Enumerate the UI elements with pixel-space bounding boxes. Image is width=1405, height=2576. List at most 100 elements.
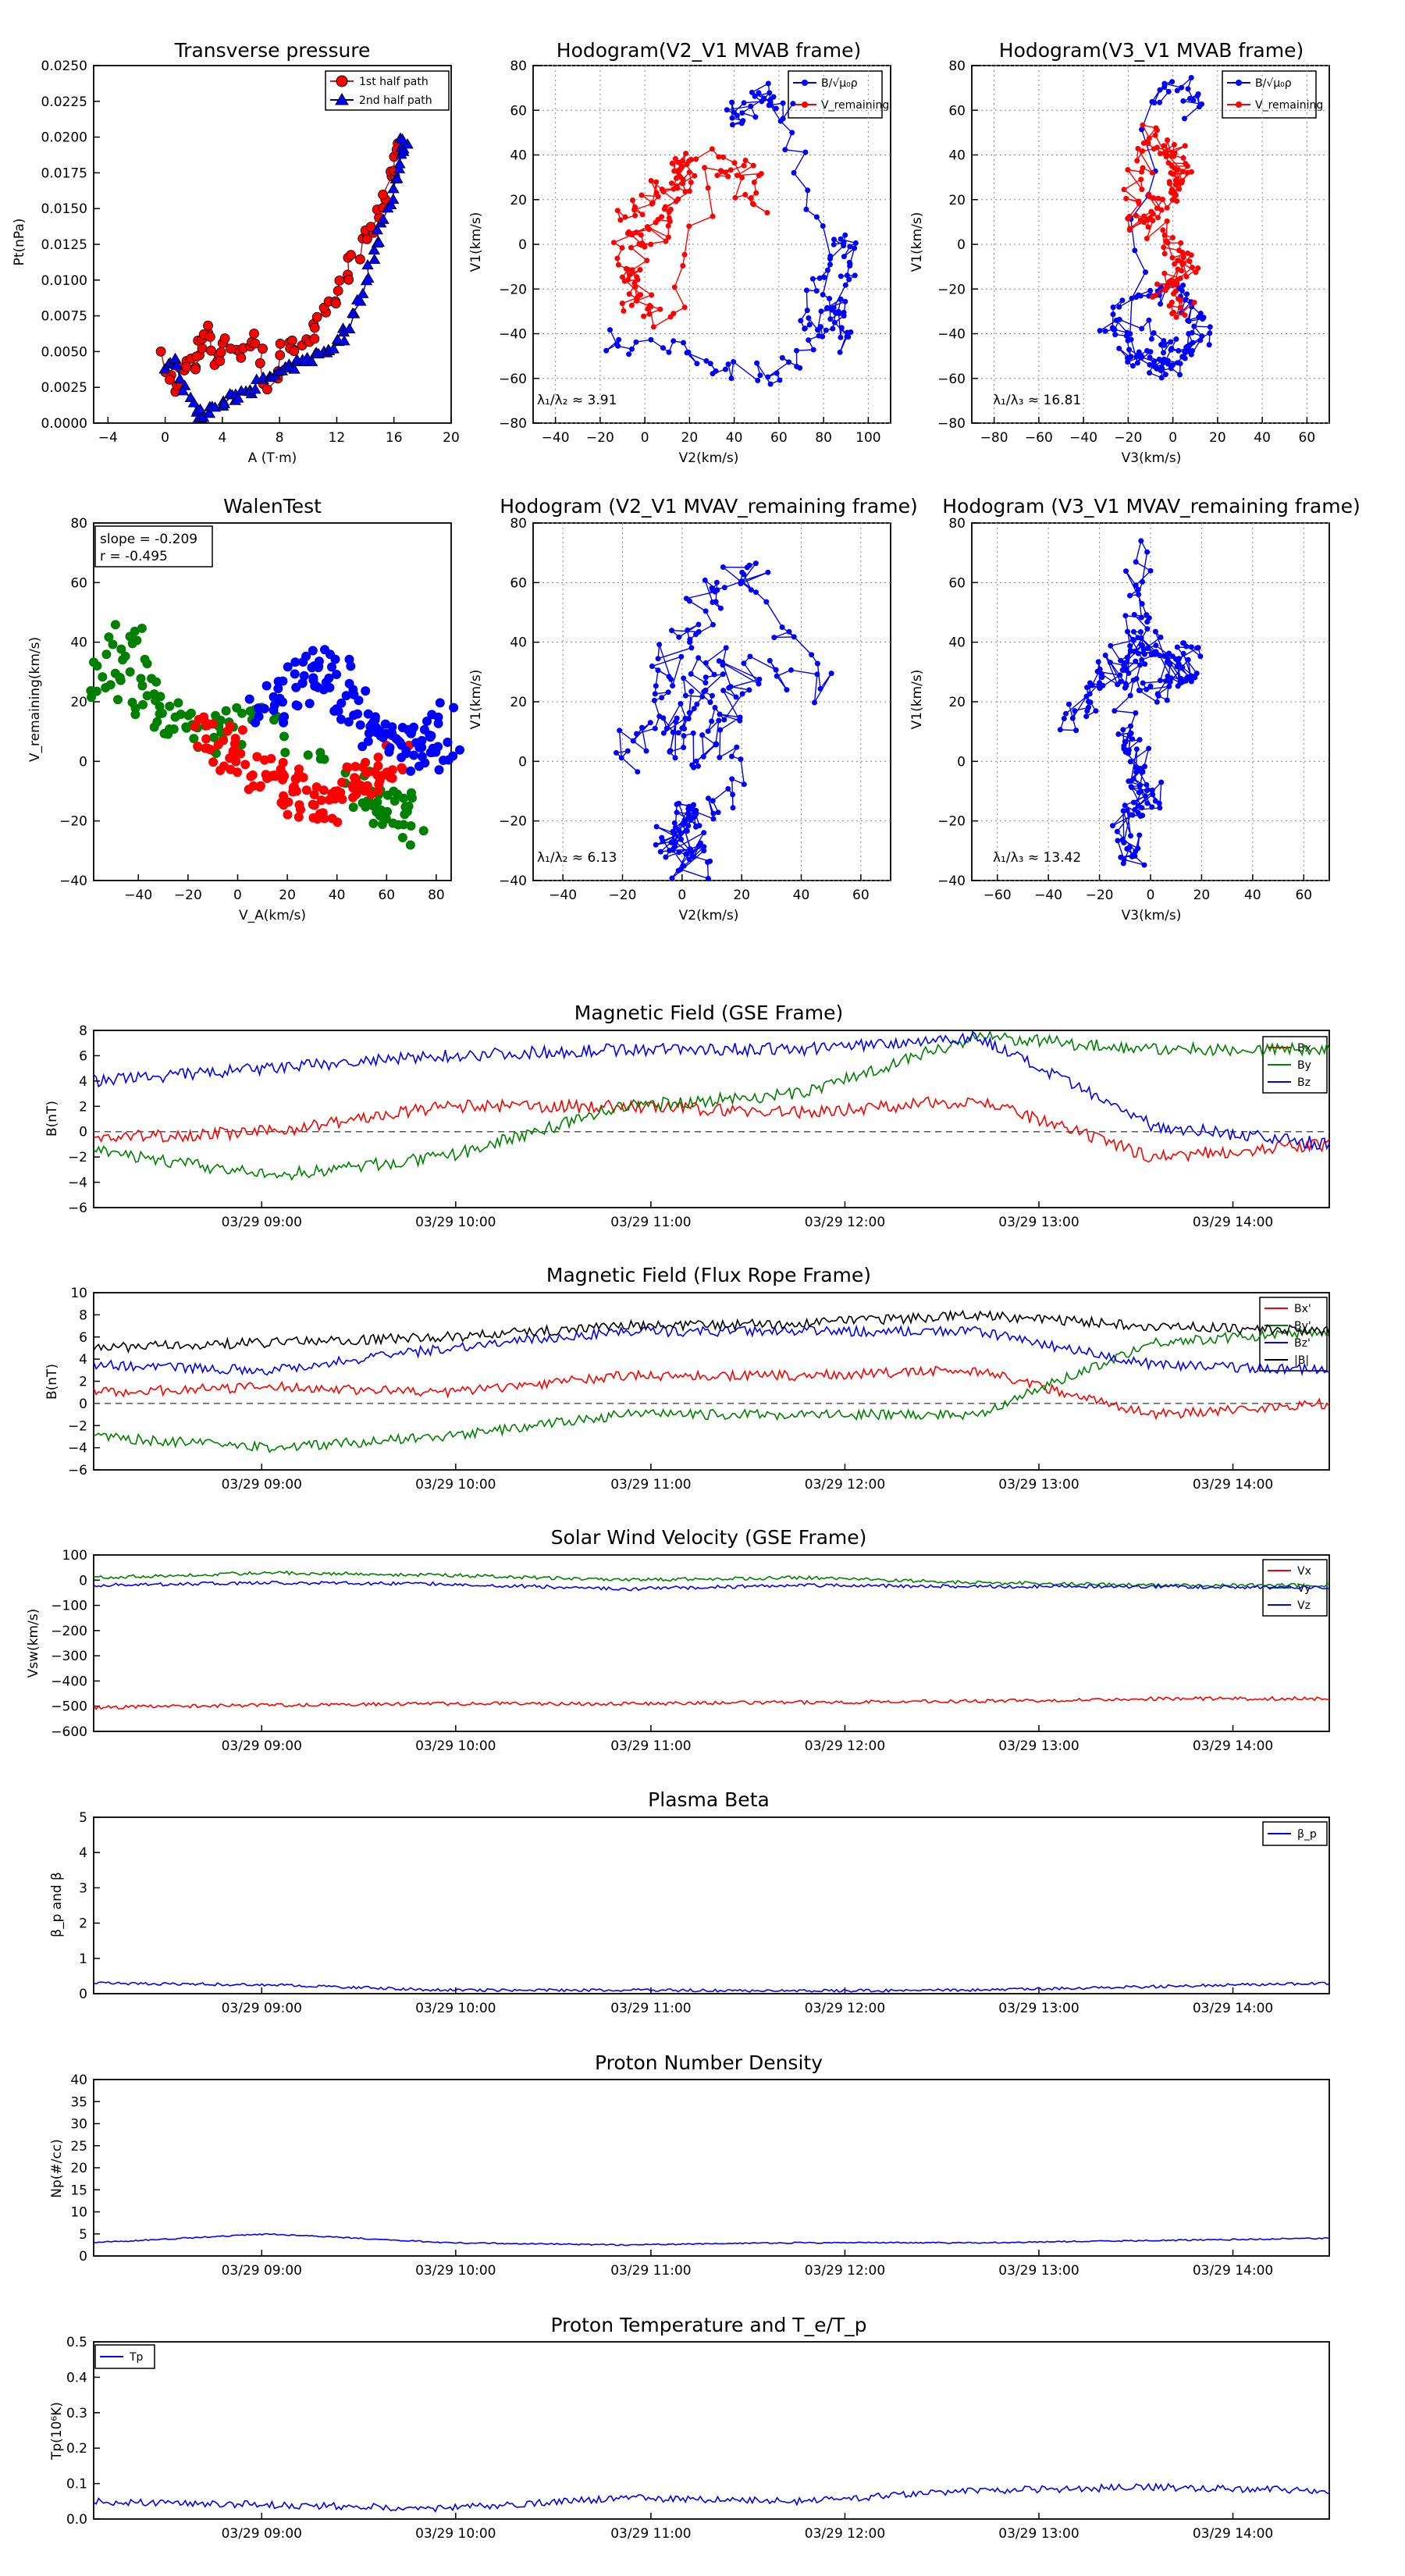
h3-series-1-point xyxy=(786,628,792,635)
mag-gse-legend-3: Bz xyxy=(1297,1076,1311,1089)
h3-series-1-point xyxy=(716,717,722,724)
h2-series-2-point xyxy=(1174,198,1180,205)
h3-series-1-point xyxy=(684,828,690,834)
h4-series-1-point xyxy=(1154,691,1161,697)
h3-ratio: λ₁/λ₂ ≈ 6.13 xyxy=(537,850,617,866)
h1-series-2-point xyxy=(617,217,624,223)
h2-xtick-label: 0 xyxy=(1168,430,1177,446)
h4-series-1-point xyxy=(1174,664,1180,670)
mag-gse-xtick-label: 03/29 10:00 xyxy=(415,1215,496,1230)
h4-series-1-point xyxy=(1110,823,1115,829)
walen-point-2 xyxy=(342,762,352,772)
h2-series-2-point xyxy=(1165,137,1170,143)
h1-xtick-label: 100 xyxy=(855,430,880,446)
h3-series-1-point xyxy=(670,683,676,688)
walen-point-3 xyxy=(269,705,279,715)
walen-point-3 xyxy=(357,742,368,752)
h3-series-1-point xyxy=(692,808,698,813)
h3-series-1-point xyxy=(715,809,721,816)
h3-series-1-point xyxy=(653,683,659,689)
pt-ytick-label: 0.0150 xyxy=(41,201,87,217)
h4-series-1-point xyxy=(1127,759,1133,765)
h1-series-1-point xyxy=(626,351,632,358)
h2-series-1-point xyxy=(1184,291,1190,297)
h2-ytick-label: 60 xyxy=(948,103,966,119)
h4-series-1-point xyxy=(1095,659,1101,665)
mag-gse-xtick-label: 03/29 09:00 xyxy=(222,1215,302,1230)
h2-series-2-point xyxy=(1155,195,1161,201)
h3-xtick-label: 40 xyxy=(793,888,810,903)
h4-series-1-point xyxy=(1138,635,1144,641)
pt-series-2-point xyxy=(396,133,409,144)
h3-series-1-point xyxy=(702,608,709,614)
h4-series-1-point xyxy=(1122,738,1128,745)
h3-xtick-label: −20 xyxy=(609,888,637,903)
pt-series-1-point xyxy=(275,338,286,349)
h4-series-1-point xyxy=(1144,646,1151,651)
h1-series-2-point xyxy=(669,180,674,187)
h1-xtick-label: −20 xyxy=(586,430,614,446)
h4-series-1-point xyxy=(1093,708,1099,714)
h3-series-1-point xyxy=(630,738,636,744)
h3-series-1-point xyxy=(705,728,711,735)
h4-ytick-label: 20 xyxy=(948,695,966,710)
h2-series-1-point xyxy=(1170,362,1176,368)
h3-series-1-point xyxy=(695,763,701,769)
h1-series xyxy=(603,80,859,387)
h1-xtick-label: −40 xyxy=(542,430,570,446)
h4-series-1-point xyxy=(1143,793,1148,799)
mag-fr-xtick-label: 03/29 12:00 xyxy=(805,1477,885,1493)
vsw-ylabel: Vsw(km/s) xyxy=(26,1609,41,1678)
h2-series-2-point xyxy=(1175,266,1181,272)
walen-point-2 xyxy=(350,773,360,783)
mag-gse-frame xyxy=(93,1030,1330,1208)
h2-series-1-point xyxy=(1200,315,1207,321)
h2-series-2-point xyxy=(1178,297,1184,304)
h3-series-1-point xyxy=(746,687,752,693)
pt-ylabel: Pt(nPa) xyxy=(12,219,27,266)
walen-point-1 xyxy=(92,661,102,671)
pt-series-1-point xyxy=(311,311,322,322)
pt-xtick-label: 12 xyxy=(329,430,346,446)
walen-point-3 xyxy=(417,742,427,753)
walen-point-2 xyxy=(229,738,240,749)
h1-series-1-point xyxy=(847,261,853,267)
h4-series-1-point xyxy=(1154,651,1160,657)
h2-series-1-point xyxy=(1194,93,1200,99)
pt-series-1-point xyxy=(254,358,265,368)
h2-series-2-point xyxy=(1162,151,1168,157)
walen-point-3 xyxy=(426,731,436,741)
h4-series-1-point xyxy=(1166,650,1172,656)
h2-series-1-point xyxy=(1151,359,1158,365)
h1-series-2-point xyxy=(649,200,656,206)
h1-series-2-point xyxy=(673,175,679,181)
pt-series-1-point xyxy=(250,338,261,349)
h4-series-1-point xyxy=(1167,661,1173,667)
walen-point-2 xyxy=(283,809,293,820)
h3-series-1-point xyxy=(720,671,726,678)
h2-series-2-point xyxy=(1123,195,1129,201)
pt-xtick-label: 4 xyxy=(218,430,226,446)
h4-series-1-point xyxy=(1157,678,1163,684)
h4-series-1-point xyxy=(1130,628,1136,635)
h3-ytick-label: −20 xyxy=(499,814,527,830)
h2-series-1-point xyxy=(1197,337,1204,343)
walen-point-1 xyxy=(399,793,409,803)
walen-ytick-label: 0 xyxy=(79,754,87,770)
mag-gse-ytick-label: −2 xyxy=(68,1150,87,1165)
h2-series-2-point xyxy=(1155,215,1161,221)
h2-series-1-point xyxy=(1110,311,1116,318)
h3-series-1-point xyxy=(665,689,671,696)
h2-series-2-point xyxy=(1169,254,1176,261)
h4-series-1-point xyxy=(1192,674,1198,681)
h2-series-2-point xyxy=(1180,254,1186,261)
walen-ytick-label: 60 xyxy=(70,575,87,591)
h4-series-1-point xyxy=(1166,683,1172,689)
h3-series-1-point xyxy=(700,753,706,760)
mag-fr-ytick-label: 0 xyxy=(79,1397,87,1412)
h2-series-1-point xyxy=(1191,323,1197,329)
h4-series-1-point xyxy=(1138,538,1144,544)
h4-series-1-point xyxy=(1124,654,1130,660)
h1-series-2-point xyxy=(639,240,646,247)
h1-series-1-point xyxy=(806,315,812,321)
